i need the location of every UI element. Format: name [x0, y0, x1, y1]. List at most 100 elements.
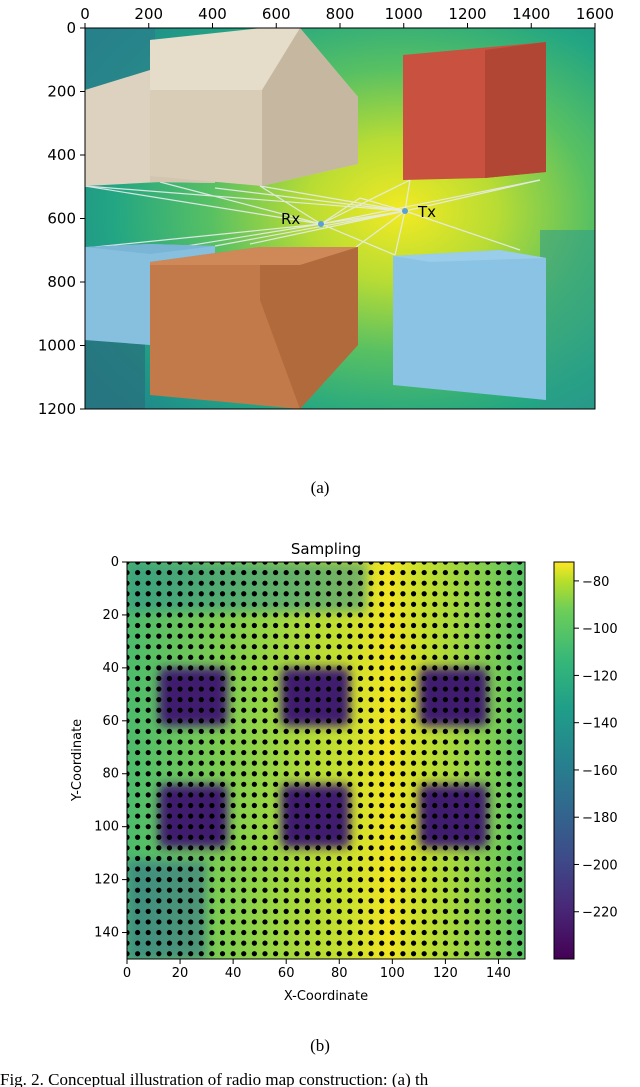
- sample-point: [145, 760, 151, 766]
- sample-point: [442, 951, 448, 957]
- sample-point: [272, 760, 279, 766]
- sample-point: [230, 792, 236, 798]
- sample-point: [177, 824, 183, 830]
- sample-point: [209, 951, 215, 957]
- sample-point: [485, 887, 491, 893]
- sample-point: [389, 940, 395, 946]
- sample-point: [506, 813, 512, 819]
- sample-point: [400, 845, 406, 851]
- sample-point: [336, 601, 342, 607]
- sample-point: [241, 644, 247, 650]
- sample-point: [453, 866, 459, 872]
- sample-point: [400, 908, 406, 914]
- sample-point: [188, 580, 194, 586]
- sample-point: [188, 866, 194, 872]
- colorbar-tick-label: −100: [582, 622, 618, 637]
- sample-point: [251, 591, 257, 597]
- sample-point: [135, 612, 141, 618]
- sample-point: [400, 697, 406, 703]
- building-top-left-front: [150, 28, 358, 186]
- sample-point: [251, 908, 257, 914]
- sample-point: [188, 601, 194, 607]
- y-tick-label: 100: [94, 820, 119, 835]
- sample-point: [421, 601, 427, 607]
- sample-point: [464, 591, 470, 597]
- sample-point: [241, 929, 247, 936]
- sample-point: [410, 749, 417, 756]
- sample-point: [326, 898, 332, 904]
- sample-point: [177, 802, 183, 809]
- sample-point: [517, 591, 523, 597]
- sample-point: [326, 749, 332, 756]
- sample-point: [272, 824, 279, 830]
- sample-point: [230, 601, 236, 607]
- sample-point: [336, 919, 342, 925]
- sample-point: [177, 562, 183, 565]
- sample-point: [241, 887, 247, 893]
- sample-point: [464, 919, 470, 925]
- sample-point: [283, 887, 289, 893]
- sample-point: [453, 665, 459, 671]
- sample-point: [315, 877, 321, 883]
- sample-point: [283, 919, 289, 925]
- sample-point: [177, 675, 183, 682]
- sample-point: [506, 569, 512, 576]
- sample-point: [474, 601, 480, 607]
- sample-point: [485, 855, 491, 862]
- sample-point: [495, 929, 502, 936]
- sample-point: [357, 792, 364, 798]
- sample-point: [209, 802, 215, 809]
- sample-point: [198, 675, 204, 682]
- sample-point: [188, 792, 194, 798]
- sample-point: [219, 855, 226, 862]
- sample-point: [251, 612, 257, 618]
- sample-point: [294, 622, 300, 629]
- sample-point: [495, 569, 502, 576]
- sample-point: [389, 654, 395, 660]
- sample-point: [506, 940, 512, 946]
- sample-point: [432, 654, 438, 660]
- sample-point: [485, 675, 491, 682]
- sample-point: [127, 697, 130, 703]
- sample-point: [156, 686, 162, 692]
- sample-point: [421, 697, 427, 703]
- x-tick-label: 0: [123, 966, 131, 981]
- sample-point: [272, 951, 279, 957]
- sample-point: [272, 612, 279, 618]
- sample-point: [315, 562, 321, 565]
- sample-point: [209, 813, 215, 819]
- sample-point: [145, 834, 151, 840]
- sample-point: [188, 802, 194, 809]
- sample-point: [219, 877, 226, 883]
- sample-point: [304, 562, 311, 565]
- sample-point: [315, 654, 321, 660]
- sample-point: [145, 749, 151, 756]
- sample-point: [294, 654, 300, 660]
- sample-point: [442, 633, 448, 639]
- sample-point: [389, 644, 395, 650]
- sample-point: [156, 728, 162, 734]
- sample-point: [283, 749, 289, 756]
- sample-point: [474, 813, 480, 819]
- sample-point: [294, 718, 300, 724]
- sample-point: [135, 771, 141, 777]
- sample-point: [177, 591, 183, 597]
- sample-point: [272, 781, 279, 787]
- sample-point: [517, 633, 523, 639]
- sample-point: [241, 686, 247, 692]
- sample-point: [219, 601, 226, 607]
- sample-point: [230, 908, 236, 914]
- sample-point: [230, 929, 236, 936]
- sample-point: [368, 697, 374, 703]
- sample-point: [241, 898, 247, 904]
- sample-point: [230, 771, 236, 777]
- sample-point: [294, 834, 300, 840]
- sample-point: [347, 855, 353, 862]
- sample-point: [517, 622, 523, 629]
- sample-point: [127, 612, 130, 618]
- sample-point: [326, 707, 332, 713]
- sample-point: [283, 562, 289, 565]
- sample-point: [198, 760, 204, 766]
- sample-point: [389, 802, 395, 809]
- sample-point: [379, 580, 385, 586]
